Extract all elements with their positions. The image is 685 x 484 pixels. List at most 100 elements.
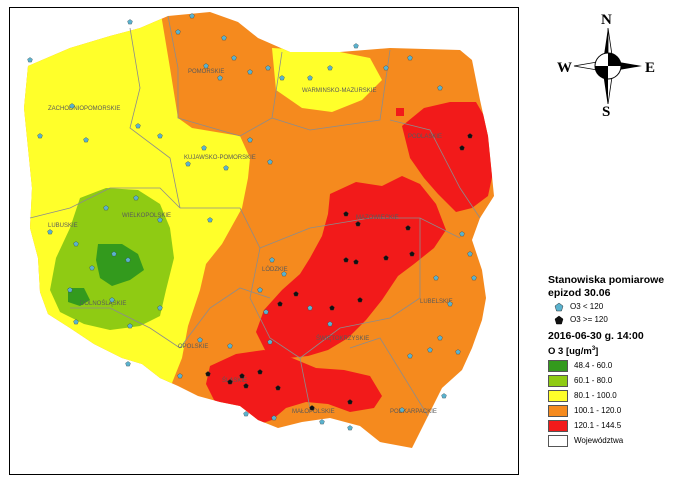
- ozone-map: ZACHODNIOPOMORSKIE POMORSKIE WARMINSKO-M…: [24, 12, 494, 448]
- station-marker-low: [157, 133, 163, 139]
- label-dolnoslaskie: DOLNOŚLĄSKIE: [80, 299, 126, 307]
- station-marker-low: [407, 55, 413, 61]
- legend-class-label: 80.1 - 100.0: [574, 391, 617, 401]
- station-marker-low: [69, 103, 75, 109]
- label-malopolskie: MAŁOPOLSKIE: [292, 409, 335, 415]
- station-marker-high: [329, 305, 335, 311]
- voivodeship-borders: [29, 15, 481, 417]
- station-marker-low: [37, 133, 43, 139]
- legend-swatch: [548, 389, 568, 402]
- voivodeship-labels: ZACHODNIOPOMORSKIE POMORSKIE WARMINSKO-M…: [48, 69, 453, 415]
- legend-episode: epizod 30.06: [548, 287, 611, 299]
- station-marker-low: [271, 415, 277, 421]
- legend-swatch: [548, 404, 568, 417]
- station-marker-low: [217, 75, 223, 81]
- zone-120-145-ne: [402, 102, 494, 212]
- zone-120-145-central: [256, 176, 446, 358]
- station-marker-low: [407, 353, 413, 359]
- measurement-stations: [27, 13, 477, 431]
- station-marker-low: [281, 271, 287, 277]
- station-marker-low: [201, 145, 207, 151]
- legend-class-row: 120.1 - 144.5: [548, 418, 678, 433]
- legend-low-label: O3 < 120: [570, 302, 604, 311]
- station-marker-low: [459, 231, 465, 237]
- station-marker-low: [307, 305, 313, 311]
- station-marker-low: [157, 217, 163, 223]
- station-marker-low: [175, 29, 181, 35]
- station-marker-low: [427, 347, 433, 353]
- compass-e: E: [645, 60, 656, 76]
- compass-s: S: [602, 104, 611, 120]
- station-marker-high: [275, 385, 281, 391]
- station-marker-low: [399, 407, 405, 413]
- station-marker-low: [111, 251, 117, 257]
- label-swietokrzyskie: ŚWIĘTOKRZYSKIE: [316, 334, 369, 342]
- station-marker-low: [279, 75, 285, 81]
- station-marker-low: [247, 69, 253, 75]
- station-marker-high: [343, 211, 349, 217]
- station-marker-low: [319, 419, 325, 425]
- station-marker-high: [383, 255, 389, 261]
- legend-class-label: 120.1 - 144.5: [574, 421, 622, 431]
- station-marker-low: [353, 43, 359, 49]
- station-marker-high: [293, 291, 299, 297]
- station-marker-low: [247, 137, 253, 143]
- station-marker-low: [109, 297, 115, 303]
- compass-icon: [573, 27, 642, 105]
- station-marker-low: [125, 257, 131, 263]
- station-marker-low: [265, 65, 271, 71]
- station-marker-high: [277, 301, 283, 307]
- label-slaskie: ŚLĄSKIE: [222, 376, 247, 384]
- label-kujawsko-pomorskie: KUJAWSKO-POMORSKIE: [184, 155, 256, 161]
- legend-class-row: 80.1 - 100.0: [548, 388, 678, 403]
- compass-rose: N S W E: [548, 10, 668, 122]
- label-warminsko-mazurskie: WARMINSKO-MAZURSKIE: [302, 88, 376, 94]
- map-frame: ZACHODNIOPOMORSKIE POMORSKIE WARMINSKO-M…: [9, 7, 519, 475]
- station-marker-low: [347, 425, 353, 431]
- legend-unit: O 3 [ug/m3]: [548, 346, 599, 358]
- station-marker-low: [83, 137, 89, 143]
- station-marker-low: [327, 65, 333, 71]
- legend: Stanowiska pomiarowe epizod 30.06 O3 < 1…: [548, 274, 678, 448]
- station-marker-low: [103, 205, 109, 211]
- label-zachodniopomorskie: ZACHODNIOPOMORSKIE: [48, 106, 120, 112]
- station-marker-high: [405, 225, 411, 231]
- station-marker-high: [239, 373, 245, 379]
- station-marker-low: [133, 195, 139, 201]
- label-podkarpackie: PODKARPACKIE: [390, 409, 437, 415]
- zone-48-60-a: [96, 244, 144, 286]
- station-high-icon: [554, 315, 564, 324]
- station-marker-low: [231, 55, 237, 61]
- station-marker-low: [455, 349, 461, 355]
- station-marker-high: [357, 297, 363, 303]
- station-low-icon: [554, 302, 564, 311]
- legend-row-high: O3 >= 120: [548, 313, 678, 326]
- station-marker-low: [267, 339, 273, 345]
- station-marker-low: [437, 85, 443, 91]
- station-marker-low: [243, 411, 249, 417]
- station-marker-low: [197, 337, 203, 343]
- zone-48-60-b: [68, 288, 90, 306]
- compass-w: W: [557, 60, 572, 76]
- legend-class-row: 60.1 - 80.0: [548, 373, 678, 388]
- station-marker-low: [157, 305, 163, 311]
- station-marker-low: [257, 287, 263, 293]
- legend-classes: 48.4 - 60.0 60.1 - 80.0 80.1 - 100.0 100.1 …: [548, 358, 678, 448]
- station-marker-high: [343, 257, 349, 263]
- station-marker-low: [267, 159, 273, 165]
- station-marker-high: [227, 379, 233, 385]
- compass-n: N: [601, 12, 612, 28]
- legend-class-label: Województwa: [574, 436, 624, 446]
- legend-class-label: 60.1 - 80.0: [574, 376, 613, 386]
- legend-class-label: 48.4 - 60.0: [574, 361, 613, 371]
- station-marker-low: [221, 35, 227, 41]
- station-marker-low: [327, 321, 333, 327]
- station-marker-low: [433, 275, 439, 281]
- station-marker-low: [89, 265, 95, 271]
- legend-stations-title: Stanowiska pomiarowe: [548, 274, 665, 286]
- station-marker-low: [127, 323, 133, 329]
- station-marker-low: [437, 335, 443, 341]
- zone-80-100-north: [272, 48, 382, 112]
- station-marker-low: [383, 65, 389, 71]
- station-marker-low: [177, 373, 183, 379]
